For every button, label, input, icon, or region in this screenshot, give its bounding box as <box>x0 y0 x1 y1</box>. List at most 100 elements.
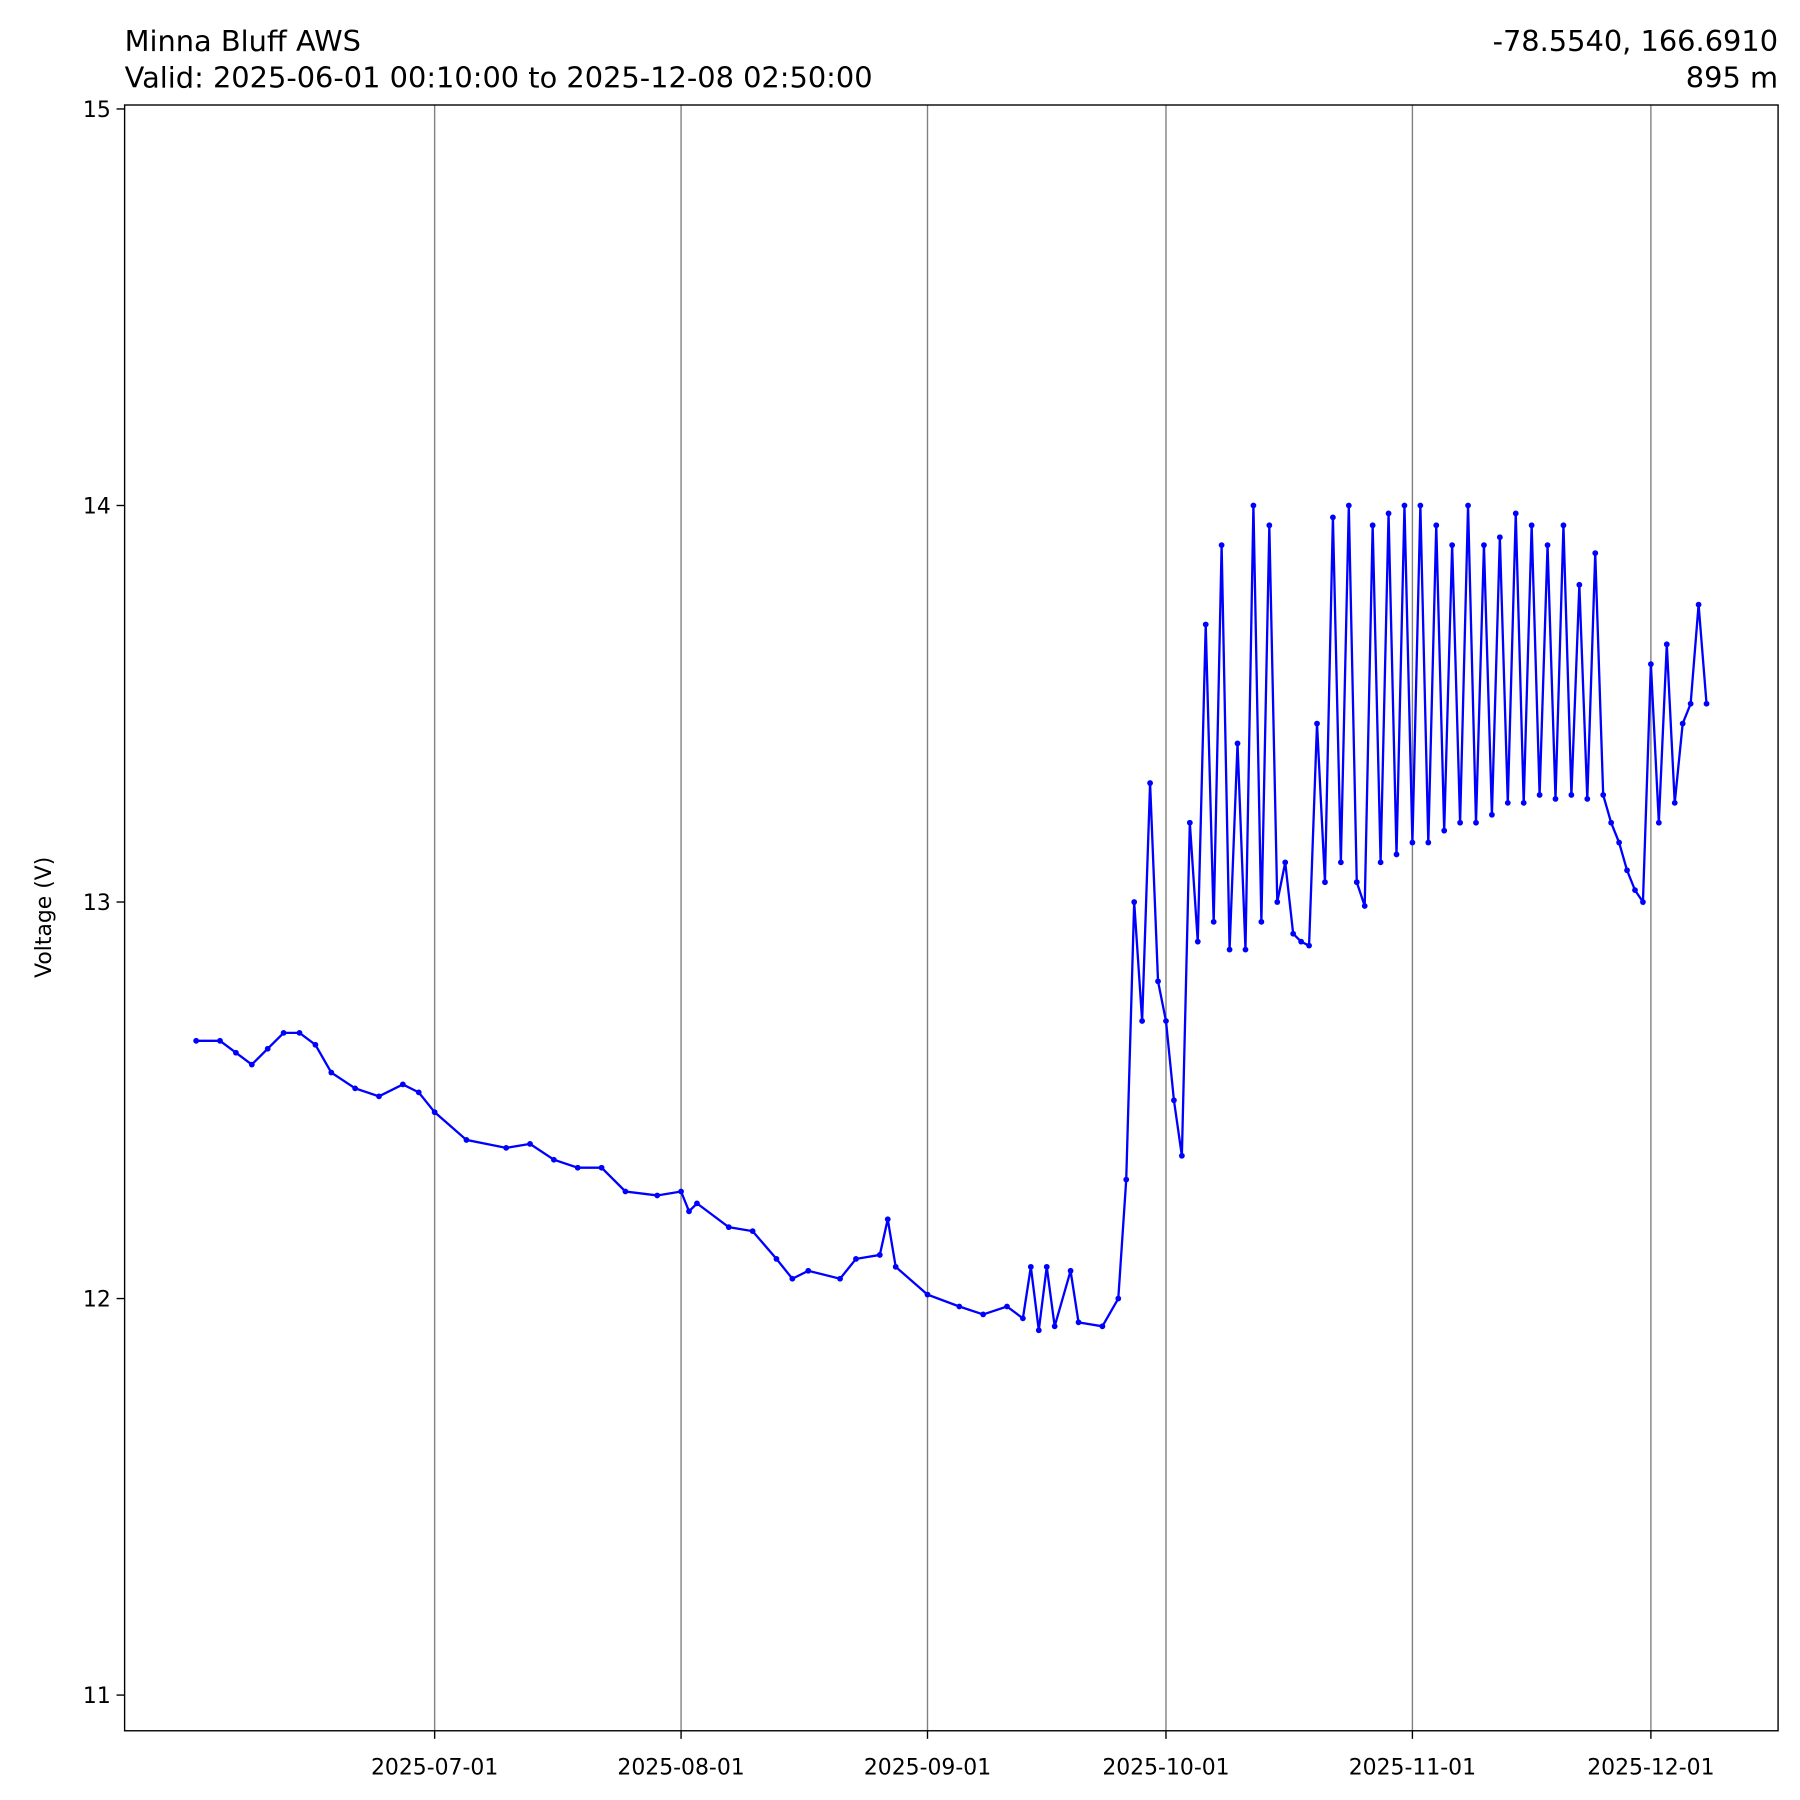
elevation: 895 m <box>1686 61 1778 95</box>
data-point <box>1512 510 1519 517</box>
data-point <box>248 1061 255 1068</box>
data-point <box>1250 502 1257 509</box>
data-point <box>463 1137 470 1143</box>
data-point <box>1242 946 1249 953</box>
data-point <box>1433 522 1440 529</box>
data-point <box>1075 1319 1082 1326</box>
data-point <box>217 1037 223 1044</box>
data-point <box>1552 796 1559 802</box>
data-point <box>1632 887 1638 894</box>
data-point <box>1449 542 1456 549</box>
data-point <box>725 1224 732 1231</box>
data-point <box>1131 899 1138 905</box>
x-tick-label: 2025-11-01 <box>1349 1756 1476 1781</box>
data-point <box>1282 859 1289 866</box>
data-point <box>789 1275 796 1282</box>
data-point <box>1298 938 1305 945</box>
data-point <box>1465 502 1471 509</box>
data-point <box>1155 978 1161 985</box>
data-point <box>1043 1263 1050 1270</box>
location: -78.5540, 166.6910 <box>1493 24 1779 58</box>
data-point <box>1147 780 1153 786</box>
data-point <box>1067 1267 1074 1274</box>
data-point <box>376 1093 382 1100</box>
data-point <box>1576 581 1583 588</box>
data-point <box>1322 879 1328 886</box>
data-point <box>1481 542 1487 549</box>
data-point <box>1679 720 1686 727</box>
data-point <box>1584 796 1591 802</box>
data-point <box>1186 819 1193 826</box>
data-point <box>1369 522 1376 529</box>
data-point <box>1409 839 1416 846</box>
data-point <box>1115 1295 1122 1302</box>
x-tick-label: 2025-07-01 <box>371 1756 498 1781</box>
data-point <box>415 1089 422 1096</box>
data-point <box>1194 938 1201 945</box>
data-point <box>1218 542 1225 549</box>
data-point <box>1640 899 1646 905</box>
data-point <box>527 1141 533 1147</box>
data-point <box>1648 661 1654 667</box>
data-point <box>853 1256 859 1262</box>
data-point <box>1592 550 1599 556</box>
data-point <box>749 1228 756 1235</box>
data-point <box>1608 819 1615 826</box>
data-point <box>1663 641 1670 648</box>
data-point <box>1496 534 1503 541</box>
data-point <box>1051 1323 1058 1330</box>
plot-frame <box>123 104 1779 1732</box>
data-point <box>1544 542 1551 549</box>
data-point <box>884 1216 891 1223</box>
data-point <box>352 1085 359 1092</box>
data-point <box>1353 879 1360 886</box>
y-tick-label: 14 <box>83 495 111 520</box>
data-point <box>1361 903 1368 909</box>
data-point <box>1020 1315 1026 1322</box>
data-point <box>1401 502 1408 509</box>
x-tick-label: 2025-10-01 <box>1102 1756 1229 1781</box>
data-point <box>1314 720 1320 727</box>
data-point <box>1035 1327 1042 1334</box>
data-point <box>1345 502 1352 509</box>
x-tick-label: 2025-12-01 <box>1587 1756 1714 1781</box>
data-point <box>1306 942 1312 949</box>
data-point <box>805 1267 812 1274</box>
data-point <box>193 1037 200 1044</box>
data-point <box>924 1291 931 1298</box>
data-point <box>574 1164 581 1171</box>
data-point <box>280 1029 287 1036</box>
data-point <box>598 1164 605 1171</box>
data-point <box>1004 1303 1010 1310</box>
data-point <box>1536 792 1543 798</box>
data-point <box>1600 792 1607 798</box>
data-point <box>296 1029 303 1036</box>
chart-subtitle: Valid: 2025-06-01 00:10:00 to 2025-12-08… <box>125 61 873 95</box>
data-point <box>1560 522 1567 529</box>
x-tick-label: 2025-08-01 <box>617 1756 744 1781</box>
data-point <box>550 1156 557 1163</box>
data-point <box>1457 819 1463 826</box>
data-point <box>1210 918 1217 925</box>
data-point <box>312 1041 319 1048</box>
data-point <box>1489 811 1495 818</box>
data-point <box>622 1188 629 1195</box>
data-point <box>678 1188 684 1195</box>
y-tick-label: 13 <box>83 891 111 916</box>
data-point <box>1099 1323 1106 1330</box>
data-point <box>1504 800 1511 806</box>
y-axis-label: Voltage (V) <box>32 857 57 978</box>
data-point <box>1258 918 1265 925</box>
data-point <box>1425 839 1432 846</box>
data-point <box>1274 899 1281 905</box>
data-point <box>892 1263 899 1270</box>
data-point <box>1234 740 1241 747</box>
data-point <box>1266 522 1273 529</box>
data-point <box>1520 800 1527 806</box>
data-point <box>1616 839 1622 846</box>
data-point <box>1337 859 1344 866</box>
data-point <box>956 1303 963 1310</box>
chart-title: Minna Bluff AWS <box>125 24 361 58</box>
data-point <box>694 1200 700 1207</box>
